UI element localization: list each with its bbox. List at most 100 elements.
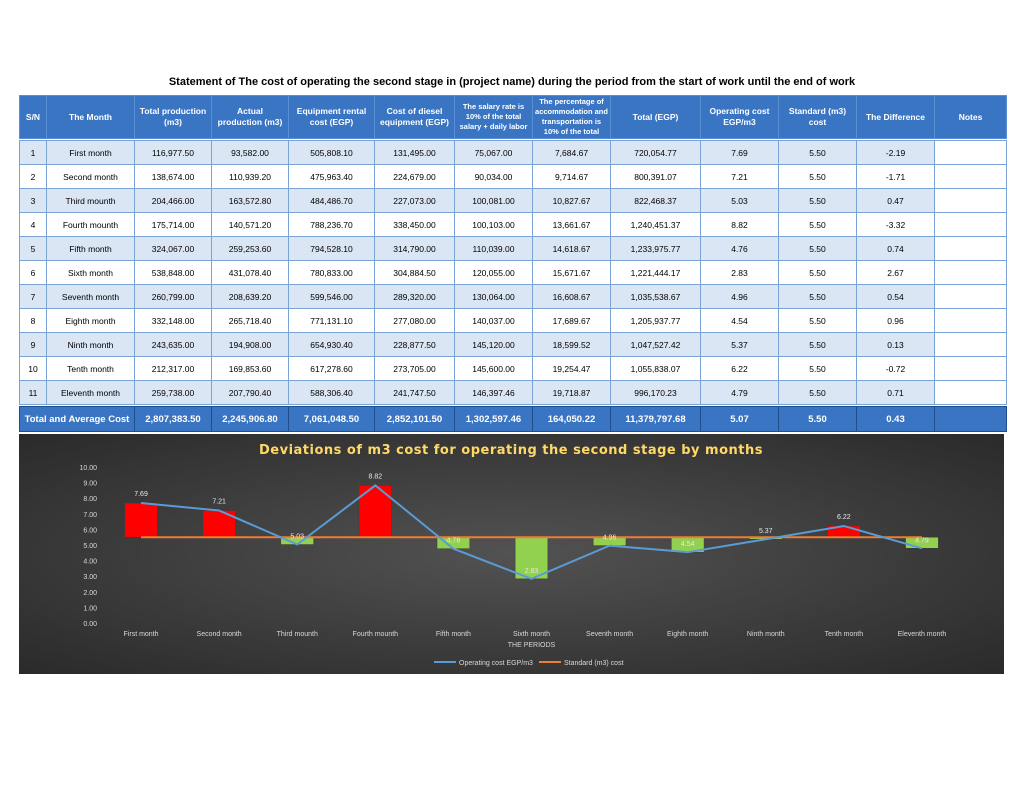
data-label: 5.03 [290, 534, 304, 541]
table-cell: Fifth month [46, 236, 135, 261]
y-tick-label: 1.00 [83, 605, 97, 612]
table-cell: 1,205,937.77 [610, 308, 701, 333]
table-header-row: S/N The Month Total production (m3) Actual … [19, 95, 1007, 139]
table-cell: 6 [19, 260, 47, 285]
table-cell: 1,240,451.37 [610, 212, 701, 237]
x-tick-label: Eighth month [667, 631, 708, 638]
column-header: Notes [934, 95, 1007, 139]
table-cell: 120,055.00 [454, 260, 533, 285]
deviation-bar [514, 536, 549, 580]
table-cell: First month [46, 140, 135, 165]
table-cell: 1,035,538.67 [610, 284, 701, 309]
operating-cost-line [140, 484, 923, 580]
table-cell: 2 [19, 164, 47, 189]
table-cell: 5 [19, 236, 47, 261]
table-cell: 788,236.70 [288, 212, 375, 237]
data-label: 4.54 [681, 541, 695, 548]
y-tick-label: 0.00 [83, 621, 97, 628]
cost-table: S/N The Month Total production (m3) Actual … [19, 95, 1007, 432]
table-cell: 0.54 [856, 284, 935, 309]
x-tick-label: Eleventh month [898, 631, 947, 638]
table-cell: 140,037.00 [454, 308, 533, 333]
column-header: Actual production (m3) [211, 95, 289, 139]
column-header: The salary rate is 10% of the total sala… [454, 95, 533, 139]
table-cell: 5.50 [778, 164, 857, 189]
table-cell: Eleventh month [46, 380, 135, 405]
y-tick-label: 7.00 [83, 512, 97, 519]
table-cell: 800,391.07 [610, 164, 701, 189]
table-row: 1 First month 116,977.50 93,582.00 505,808.1… [19, 140, 1007, 165]
notes-cell [934, 140, 1007, 165]
notes-cell [934, 284, 1007, 309]
column-header: The percentage of accommodation and tran… [532, 95, 611, 139]
table-row: 5 Fifth month 324,067.00 259,253.60 794,528.… [19, 236, 1007, 261]
x-tick-label: Seventh month [586, 631, 633, 638]
table-cell: 9 [19, 332, 47, 357]
total-label: Total and Average Cost [19, 406, 135, 432]
notes-cell [934, 356, 1007, 381]
table-cell: 720,054.77 [610, 140, 701, 165]
total-cell: 7,061,048.50 [288, 406, 375, 432]
notes-cell [934, 188, 1007, 213]
table-cell: 110,039.00 [454, 236, 533, 261]
table-cell: 431,078.40 [211, 260, 289, 285]
table-row: 4 Fourth mounth 175,714.00 140,571.20 788,23… [19, 212, 1007, 237]
table-cell: 588,306.40 [288, 380, 375, 405]
data-label: 7.69 [134, 491, 148, 498]
total-cell: 2,807,383.50 [134, 406, 212, 432]
table-cell: 228,877.50 [374, 332, 455, 357]
table-cell: 5.50 [778, 356, 857, 381]
table-cell: 7,684.67 [532, 140, 611, 165]
table-cell: 204,466.00 [134, 188, 212, 213]
y-tick-label: 8.00 [83, 496, 97, 503]
column-header: The Difference [856, 95, 935, 139]
table-cell: 224,679.00 [374, 164, 455, 189]
x-tick-label: Tenth month [825, 631, 864, 638]
data-label: 7.21 [212, 499, 226, 506]
table-cell: -3.32 [856, 212, 935, 237]
data-label: 5.37 [759, 528, 773, 535]
total-cell: 2,852,101.50 [374, 406, 455, 432]
table-cell: 7.69 [700, 140, 779, 165]
table-cell: -2.19 [856, 140, 935, 165]
column-header: The Month [46, 95, 135, 139]
page-title: Statement of The cost of operating the s… [168, 76, 856, 88]
table-cell: 0.13 [856, 332, 935, 357]
table-cell: 538,848.00 [134, 260, 212, 285]
table-cell: 4 [19, 212, 47, 237]
table-cell: 243,635.00 [134, 332, 212, 357]
table-cell: 169,853.60 [211, 356, 289, 381]
table-cell: 19,718.87 [532, 380, 611, 405]
table-cell: 5.50 [778, 188, 857, 213]
chart-title: Deviations of m3 cost for operating the … [259, 443, 763, 458]
notes-cell [934, 236, 1007, 261]
column-header: Total production (m3) [134, 95, 212, 139]
table-cell: 163,572.80 [211, 188, 289, 213]
table-cell: 484,486.70 [288, 188, 375, 213]
y-tick-label: 2.00 [83, 590, 97, 597]
table-cell: Fourth mounth [46, 212, 135, 237]
table-row: 3 Third mounth 204,466.00 163,572.80 484,486… [19, 188, 1007, 213]
table-cell: 259,253.60 [211, 236, 289, 261]
x-tick-label: Ninth month [747, 631, 785, 638]
notes-cell [934, 212, 1007, 237]
legend-label: Operating cost EGP/m3 [459, 660, 533, 667]
column-header: Cost of diesel equipment (EGP) [374, 95, 455, 139]
table-row: 11 Eleventh month 259,738.00 207,790.40 588,… [19, 380, 1007, 405]
table-cell: 207,790.40 [211, 380, 289, 405]
legend-label: Standard (m3) cost [564, 660, 624, 667]
column-header: Standard (m3) cost [778, 95, 857, 139]
table-cell: 17,689.67 [532, 308, 611, 333]
x-tick-label: Sixth month [513, 631, 550, 638]
table-cell: 0.71 [856, 380, 935, 405]
y-tick-label: 6.00 [83, 527, 97, 534]
table-cell: 5.50 [778, 260, 857, 285]
table-cell: 13,661.67 [532, 212, 611, 237]
table-cell: 1,055,838.07 [610, 356, 701, 381]
table-cell: 5.50 [778, 308, 857, 333]
table-cell: -0.72 [856, 356, 935, 381]
table-cell: 338,450.00 [374, 212, 455, 237]
table-cell: 145,120.00 [454, 332, 533, 357]
table-cell: 110,939.20 [211, 164, 289, 189]
table-cell: 505,808.10 [288, 140, 375, 165]
